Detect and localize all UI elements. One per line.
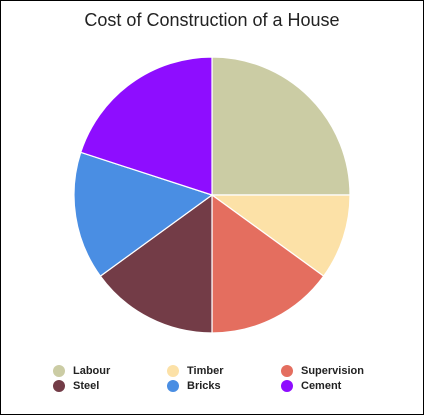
pie-slice-timber xyxy=(210,194,351,277)
chart-title: Cost of Construction of a House xyxy=(84,10,340,30)
pie-slice-cement xyxy=(79,56,213,196)
pie-slice-labour xyxy=(211,56,351,196)
pie-slice-supervision xyxy=(211,193,325,334)
pie-slice-bricks xyxy=(73,151,214,277)
pie-slice-steel xyxy=(99,193,213,334)
